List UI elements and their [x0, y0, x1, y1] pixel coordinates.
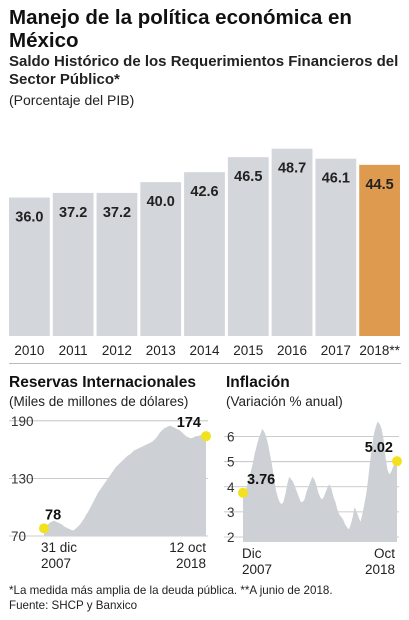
inflation-chart: Inflación (Variación % anual) 6 5 4 3 2 3.76 5.0… [224, 374, 402, 577]
series-area [243, 421, 397, 542]
x-tick-label: 2014 [189, 343, 220, 358]
footer: *La medida más amplia de la deuda públic… [9, 583, 404, 613]
bar [271, 148, 313, 336]
source: Fuente: SHCP y Banxico [9, 599, 138, 612]
marker-label: 3.76 [247, 472, 275, 488]
bar-value-label: 37.2 [59, 205, 87, 221]
y-tick-label: 2 [227, 530, 235, 545]
bar-value-label: 44.5 [365, 177, 393, 193]
x-axis-label: 2007 [242, 562, 272, 577]
bar [184, 172, 225, 336]
series-marker [39, 523, 49, 534]
bar-value-label: 37.2 [103, 205, 131, 221]
x-tick-label: 2013 [146, 343, 176, 358]
x-tick-label: 2015 [233, 343, 263, 358]
series-marker [201, 431, 211, 442]
footnote: *La medida más amplia de la deuda públic… [9, 584, 333, 597]
x-tick-label: 2017 [321, 343, 351, 358]
x-axis-label: 31 dic [41, 540, 77, 555]
series-marker [238, 487, 248, 498]
marker-label: 78 [45, 507, 61, 523]
y-tick-label: 5 [227, 455, 235, 470]
x-axis-label: 2018 [365, 562, 395, 577]
reserves-chart: Reservas Internacionales (Miles de millon… [9, 374, 211, 571]
x-tick-label: 2016 [277, 343, 307, 358]
x-axis-label: 12 oct [169, 540, 206, 555]
y-tick-label: 130 [11, 471, 34, 486]
y-tick-label: 70 [11, 529, 26, 544]
bar-value-label: 42.6 [190, 184, 218, 200]
bar-value-label: 48.7 [278, 161, 306, 177]
x-tick-label: 2011 [59, 343, 88, 358]
section-divider [9, 363, 401, 364]
bar [227, 157, 269, 336]
chart-ylabel: (Variación % anual) [226, 394, 343, 409]
bar [140, 182, 182, 336]
chart-title: Reservas Internacionales [9, 374, 196, 391]
series-marker [392, 456, 402, 467]
bar [52, 192, 94, 336]
y-tick-label: 6 [227, 430, 235, 445]
bar [315, 158, 357, 336]
bar-value-label: 46.1 [322, 171, 350, 187]
series-area [44, 425, 206, 536]
x-tick-label: 2012 [102, 343, 132, 358]
bar [359, 164, 400, 336]
x-tick-label: 2018** [359, 343, 400, 358]
y-tick-label: 4 [227, 480, 235, 495]
y-tick-label: 190 [11, 414, 34, 429]
chart-ylabel: (Miles de millones de dólares) [9, 394, 188, 409]
x-axis-label: Oct [374, 546, 395, 561]
bar-chart-subtitle: Saldo Histórico de los Requerimientos Fi… [9, 53, 399, 88]
bar-chart: 36.0 2010 37.2 2011 37.2 2012 40.0 2013 42.6 2014… [9, 148, 401, 358]
bar [96, 192, 138, 336]
y-tick-label: 3 [227, 505, 235, 520]
page-title: Manejo de la política económica en Méxic… [9, 6, 352, 52]
marker-label: 174 [177, 415, 201, 431]
x-axis-label: Dic [242, 546, 262, 561]
bar-value-label: 40.0 [147, 194, 175, 210]
chart-title: Inflación [226, 374, 290, 391]
bar-chart-unit: (Porcentaje del PIB) [9, 92, 135, 108]
bar-value-label: 36.0 [15, 210, 43, 226]
bar-value-label: 46.5 [234, 169, 262, 185]
x-axis-label: 2018 [176, 556, 206, 571]
x-tick-label: 2010 [14, 343, 44, 358]
x-axis-label: 2007 [41, 556, 71, 571]
bar [9, 197, 50, 336]
marker-label: 5.02 [365, 440, 393, 456]
